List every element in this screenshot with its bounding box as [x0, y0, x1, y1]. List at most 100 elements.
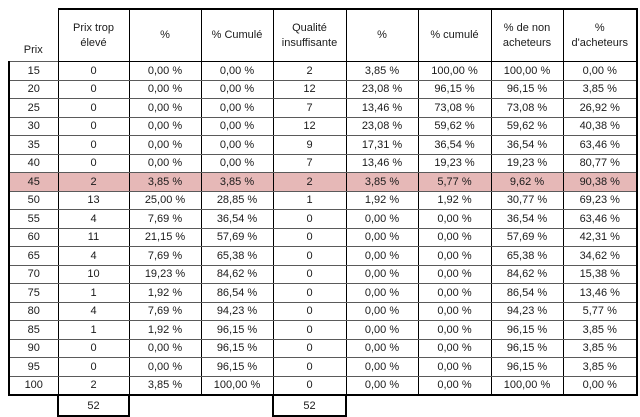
- cell[interactable]: 0: [57, 338, 130, 358]
- cell[interactable]: 70: [8, 264, 59, 284]
- cell[interactable]: 96,15 %: [490, 338, 564, 358]
- cell[interactable]: 7: [272, 98, 347, 118]
- cell[interactable]: 3,85 %: [128, 375, 202, 396]
- cell[interactable]: 69,23 %: [562, 190, 638, 210]
- cell[interactable]: 17,31 %: [345, 135, 419, 155]
- cell[interactable]: 84,62 %: [200, 264, 274, 284]
- cell[interactable]: 86,54 %: [200, 283, 274, 303]
- cell[interactable]: 0,00 %: [128, 79, 202, 99]
- cell[interactable]: 30: [8, 116, 59, 136]
- cell[interactable]: 36,54 %: [417, 135, 492, 155]
- header-pct-cumule-qualite[interactable]: % cumulé: [417, 8, 492, 62]
- cell[interactable]: 80: [8, 301, 59, 321]
- cell[interactable]: 7: [272, 153, 347, 173]
- cell[interactable]: 3,85 %: [128, 172, 202, 192]
- cell[interactable]: 0,00 %: [200, 153, 274, 173]
- cell[interactable]: 1: [57, 283, 130, 303]
- cell[interactable]: 1,92 %: [128, 283, 202, 303]
- cell[interactable]: 0,00 %: [417, 320, 492, 340]
- cell[interactable]: 3,85 %: [562, 338, 638, 358]
- cell[interactable]: 65,38 %: [490, 246, 564, 266]
- cell[interactable]: 20: [8, 79, 59, 99]
- cell[interactable]: 0,00 %: [128, 338, 202, 358]
- cell[interactable]: 0: [272, 301, 347, 321]
- cell[interactable]: 11: [57, 227, 130, 247]
- cell[interactable]: 73,08 %: [417, 98, 492, 118]
- cell[interactable]: 13,46 %: [345, 98, 419, 118]
- cell[interactable]: 0,00 %: [128, 357, 202, 377]
- cell[interactable]: 0,00 %: [128, 135, 202, 155]
- header-pct-cumule-trop-eleve[interactable]: % Cumulé: [200, 8, 274, 62]
- cell[interactable]: 65,38 %: [200, 246, 274, 266]
- cell[interactable]: 0: [272, 246, 347, 266]
- cell[interactable]: 0: [272, 283, 347, 303]
- cell[interactable]: 55: [8, 209, 59, 229]
- cell[interactable]: 63,46 %: [562, 209, 638, 229]
- cell[interactable]: 3,85 %: [345, 61, 419, 81]
- cell[interactable]: 7,69 %: [128, 246, 202, 266]
- cell[interactable]: 10: [57, 264, 130, 284]
- cell[interactable]: 95: [8, 357, 59, 377]
- cell[interactable]: 96,15 %: [200, 338, 274, 358]
- cell[interactable]: 3,85 %: [562, 320, 638, 340]
- cell[interactable]: 4: [57, 209, 130, 229]
- cell[interactable]: 59,62 %: [490, 116, 564, 136]
- cell[interactable]: 0,00 %: [200, 116, 274, 136]
- cell[interactable]: 0,00 %: [417, 264, 492, 284]
- cell[interactable]: 0,00 %: [345, 301, 419, 321]
- cell[interactable]: 90,38 %: [562, 172, 638, 192]
- cell[interactable]: 57,69 %: [200, 227, 274, 247]
- cell[interactable]: 94,23 %: [200, 301, 274, 321]
- cell[interactable]: 0: [272, 357, 347, 377]
- cell[interactable]: 0,00 %: [417, 338, 492, 358]
- header-pct-qualite[interactable]: %: [345, 8, 419, 62]
- cell[interactable]: 0,00 %: [417, 301, 492, 321]
- cell[interactable]: 84,62 %: [490, 264, 564, 284]
- cell[interactable]: 0,00 %: [417, 227, 492, 247]
- cell[interactable]: 90: [8, 338, 59, 358]
- cell[interactable]: 96,15 %: [417, 79, 492, 99]
- cell[interactable]: 0,00 %: [562, 375, 638, 396]
- cell[interactable]: 96,15 %: [200, 357, 274, 377]
- header-pct-acheteurs[interactable]: % d'acheteurs: [562, 8, 638, 62]
- cell[interactable]: 63,46 %: [562, 135, 638, 155]
- cell[interactable]: 60: [8, 227, 59, 247]
- cell[interactable]: 45: [8, 172, 59, 192]
- cell[interactable]: 19,23 %: [490, 153, 564, 173]
- cell[interactable]: 36,54 %: [490, 209, 564, 229]
- cell[interactable]: 0: [57, 61, 130, 81]
- cell[interactable]: 28,85 %: [200, 190, 274, 210]
- cell[interactable]: 0,00 %: [562, 61, 638, 81]
- cell[interactable]: 0: [272, 209, 347, 229]
- cell[interactable]: 0,00 %: [345, 338, 419, 358]
- header-prix-trop-eleve[interactable]: Prix trop élevé: [57, 8, 130, 62]
- cell[interactable]: 100: [8, 375, 59, 396]
- cell[interactable]: 26,92 %: [562, 98, 638, 118]
- cell[interactable]: 2: [57, 375, 130, 396]
- cell[interactable]: 15,38 %: [562, 264, 638, 284]
- cell[interactable]: 96,15 %: [490, 357, 564, 377]
- cell[interactable]: 0,00 %: [417, 283, 492, 303]
- cell[interactable]: 23,08 %: [345, 79, 419, 99]
- cell[interactable]: 1,92 %: [128, 320, 202, 340]
- cell[interactable]: 35: [8, 135, 59, 155]
- cell[interactable]: 100,00 %: [200, 375, 274, 396]
- cell[interactable]: 0: [272, 227, 347, 247]
- cell[interactable]: 13,46 %: [562, 283, 638, 303]
- cell[interactable]: 3,85 %: [562, 79, 638, 99]
- cell[interactable]: 0,00 %: [345, 227, 419, 247]
- cell[interactable]: 0,00 %: [345, 283, 419, 303]
- cell[interactable]: 0,00 %: [128, 116, 202, 136]
- cell[interactable]: 5,77 %: [417, 172, 492, 192]
- cell[interactable]: 9: [272, 135, 347, 155]
- cell[interactable]: 36,54 %: [490, 135, 564, 155]
- cell[interactable]: 0: [57, 357, 130, 377]
- cell[interactable]: 80,77 %: [562, 153, 638, 173]
- cell[interactable]: 12: [272, 116, 347, 136]
- cell[interactable]: 96,15 %: [490, 79, 564, 99]
- cell[interactable]: 0: [272, 338, 347, 358]
- cell[interactable]: 3,85 %: [345, 172, 419, 192]
- cell[interactable]: 0,00 %: [417, 375, 492, 396]
- cell[interactable]: 0: [57, 135, 130, 155]
- header-pct-trop-eleve[interactable]: %: [128, 8, 202, 62]
